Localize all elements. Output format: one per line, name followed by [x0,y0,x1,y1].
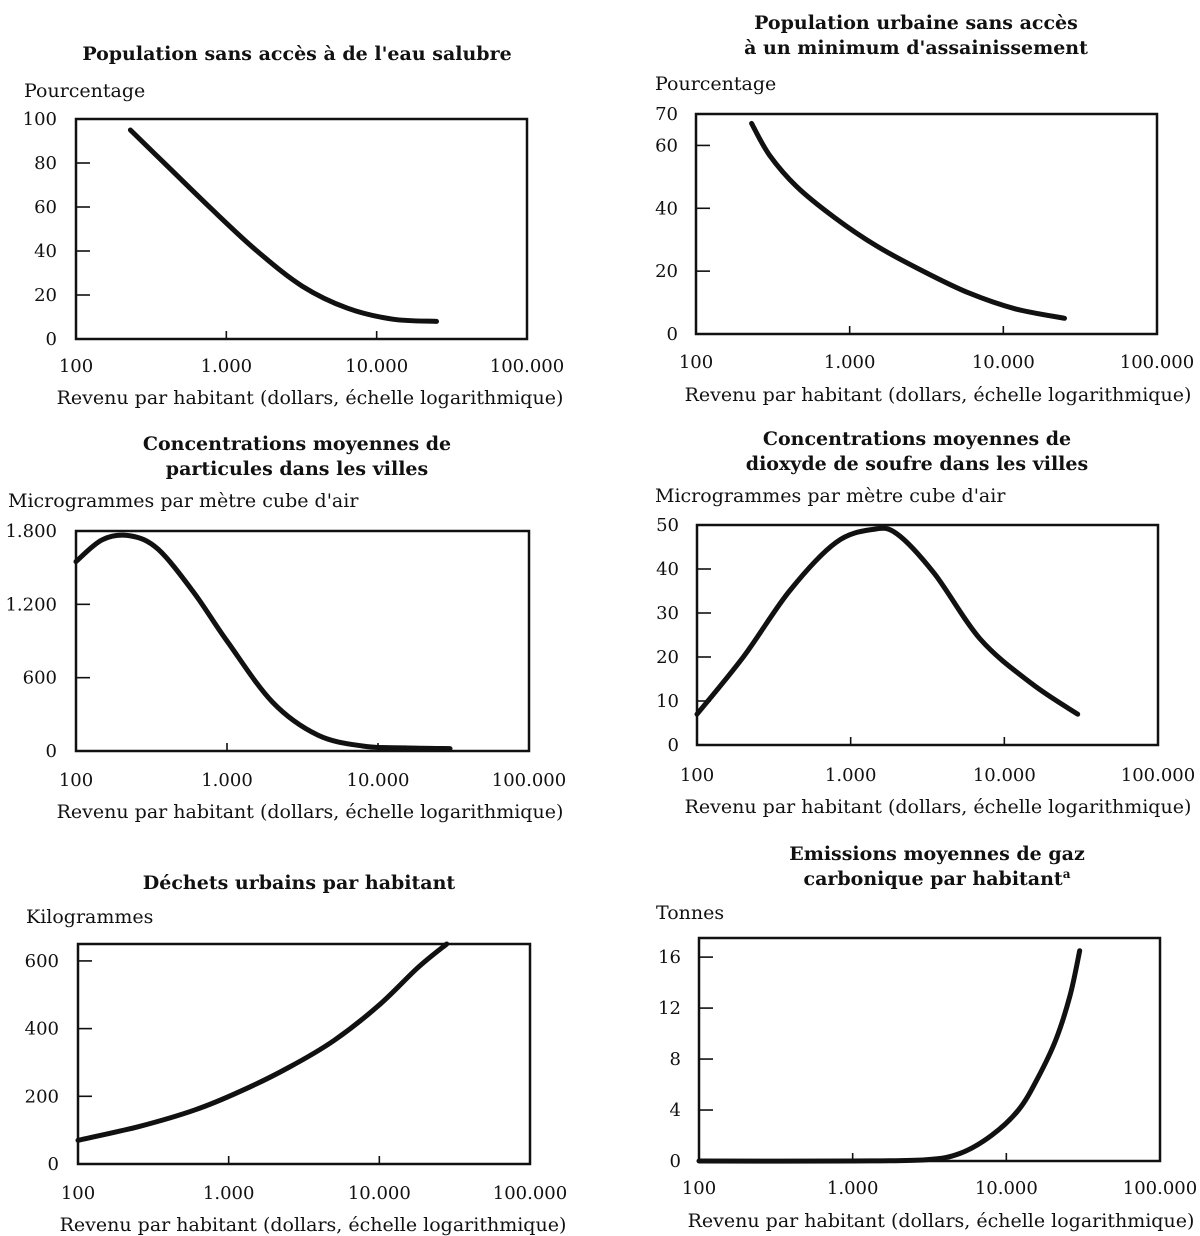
x-tick-label: 100 [680,765,714,786]
x-tick-label: 1.000 [824,352,876,373]
x-tick-label: 1.000 [203,1183,255,1204]
chart-title: Emissions moyennes de gaz [789,843,1085,865]
x-tick-label: 100.000 [1120,352,1194,373]
x-tick-label: 1.000 [201,770,253,791]
chart-title: Population urbaine sans accès [754,12,1078,34]
x-tick-label: 100 [59,356,93,377]
x-tick-label: 100.000 [493,1183,567,1204]
y-tick-label: 50 [656,515,679,536]
y-tick-label: 1.800 [5,521,57,542]
y-axis-label: Kilogrammes [26,906,153,928]
chart-title: Concentrations moyennes de [143,433,451,455]
y-tick-label: 40 [655,198,678,219]
y-tick-label: 70 [655,104,678,125]
chart-title: Population sans accès à de l'eau salubre [82,43,511,65]
y-tick-label: 12 [658,998,681,1019]
y-tick-label: 0 [46,741,57,762]
x-tick-label: 10.000 [972,352,1035,373]
x-tick-label: 100.000 [490,356,564,377]
x-tick-label: 10.000 [348,1183,411,1204]
y-tick-label: 0 [667,324,678,345]
y-tick-label: 40 [34,241,57,262]
y-tick-label: 60 [34,197,57,218]
title-superscript: a [1063,867,1071,881]
x-axis-label: Revenu par habitant (dollars, échelle lo… [57,387,564,409]
y-tick-label: 20 [656,647,679,668]
chart-title: à un minimum d'assainissement [744,37,1088,59]
chart-title: dioxyde de soufre dans les villes [746,453,1088,475]
x-axis-label: Revenu par habitant (dollars, échelle lo… [685,384,1192,406]
y-tick-label: 80 [34,153,57,174]
x-tick-label: 100.000 [492,770,566,791]
y-axis-label: Microgrammes par mètre cube d'air [8,490,359,512]
chart-panel-2: Population urbaine sans accès à un minimu… [655,12,1194,406]
series-line [127,127,439,324]
x-tick-label: 100 [59,770,93,791]
y-tick-label: 600 [23,668,57,689]
plot-frame [74,117,529,341]
y-tick-label: 20 [655,261,678,282]
plot-frame [74,529,531,753]
x-tick-label: 1.000 [201,356,253,377]
x-tick-label: 100 [682,1178,716,1199]
x-tick-label: 100 [679,352,713,373]
x-axis-label: Revenu par habitant (dollars, échelle lo… [57,801,564,823]
y-tick-label: 1.200 [5,594,57,615]
chart-title: carbonique par habitanta [804,867,1071,890]
x-tick-label: 1.000 [825,765,877,786]
series-line [73,532,453,752]
x-axis-label: Revenu par habitant (dollars, échelle lo… [60,1214,567,1236]
series-line [694,525,1081,717]
chart-title: Concentrations moyennes de [763,428,1071,450]
series-line [749,120,1067,321]
y-tick-label: 100 [23,109,57,130]
chart-panel-1: Population sans accès à de l'eau salubre… [23,43,565,409]
y-tick-label: 0 [668,735,679,756]
y-tick-label: 0 [46,329,57,350]
y-axis-label: Tonnes [656,902,724,924]
plot-frame [694,112,1159,336]
y-tick-label: 60 [655,135,678,156]
y-tick-label: 0 [670,1151,681,1172]
chart-panel-4: Concentrations moyennes de dioxyde de sou… [655,428,1195,818]
x-tick-label: 10.000 [347,770,410,791]
series-line [696,948,1083,1164]
plot-frame [76,942,532,1166]
chart-panel-5: Déchets urbains par habitant Kilogrammes 0… [25,872,568,1236]
y-axis-label: Pourcentage [655,73,776,95]
chart-panel-3: Concentrations moyennes de particules dan… [5,433,566,823]
chart-title: Déchets urbains par habitant [143,872,456,894]
y-tick-label: 400 [25,1019,59,1040]
y-tick-label: 20 [34,285,57,306]
series-line [75,941,450,1143]
y-tick-label: 600 [25,951,59,972]
x-tick-label: 10.000 [345,356,408,377]
plot-frame [697,936,1162,1163]
y-tick-label: 30 [656,603,679,624]
y-tick-label: 200 [25,1086,59,1107]
y-tick-label: 16 [658,947,681,968]
x-tick-label: 100 [61,1183,95,1204]
y-tick-label: 8 [670,1049,681,1070]
x-tick-label: 10.000 [973,765,1036,786]
x-axis-label: Revenu par habitant (dollars, échelle lo… [685,796,1192,818]
x-axis-label: Revenu par habitant (dollars, échelle lo… [688,1210,1195,1232]
x-tick-label: 100.000 [1121,765,1195,786]
plot-frame [695,523,1160,747]
y-axis-label: Microgrammes par mètre cube d'air [655,485,1006,507]
y-tick-label: 10 [656,691,679,712]
x-tick-label: 100.000 [1123,1178,1197,1199]
y-tick-label: 4 [670,1100,681,1121]
x-tick-label: 10.000 [975,1178,1038,1199]
chart-title: particules dans les villes [166,458,428,480]
y-tick-label: 40 [656,559,679,580]
y-tick-label: 0 [48,1154,59,1175]
x-tick-label: 1.000 [827,1178,879,1199]
y-axis-label: Pourcentage [24,80,145,102]
